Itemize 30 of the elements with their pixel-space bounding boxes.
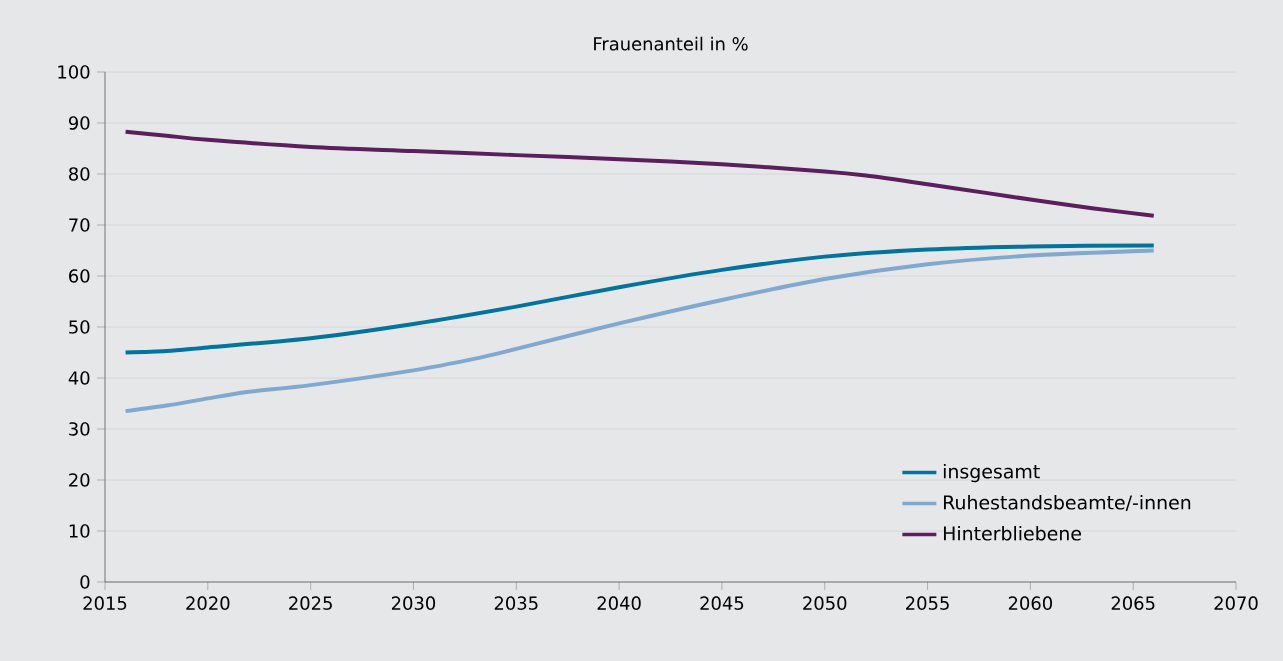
x-tick-label: 2040 <box>597 596 641 610</box>
x-tick-label: 2070 <box>1214 596 1258 610</box>
x-tick-label: 2055 <box>906 596 949 610</box>
x-tick-label: 2035 <box>494 596 538 610</box>
y-tick-label: 20 <box>69 473 90 487</box>
line-series <box>123 129 1156 218</box>
y-tick-label: 60 <box>69 269 90 283</box>
line-series <box>123 248 1156 414</box>
y-tick-label: 40 <box>68 371 90 385</box>
x-tick-label: 2045 <box>700 596 744 610</box>
y-tick-label: 10 <box>69 524 90 538</box>
y-tick-label: 0 <box>80 575 90 589</box>
x-tick-label: 2060 <box>1008 596 1052 610</box>
line-series <box>123 243 1156 355</box>
legend-label: Hinterbliebene <box>943 525 1081 541</box>
x-tick-label: 2065 <box>1111 596 1155 610</box>
legend-label: Ruhestandsbeamte/-innen <box>943 494 1191 512</box>
y-tick-label: 80 <box>69 167 90 181</box>
legend-label: insgesamt <box>943 463 1040 483</box>
y-tick-label: 30 <box>69 422 90 436</box>
y-tick-label: 90 <box>68 116 90 130</box>
chart-title: Frauenanteil in % <box>594 36 748 51</box>
y-tick-label: 70 <box>69 218 90 232</box>
x-tick-label: 2050 <box>803 596 847 610</box>
y-tick-label: 50 <box>69 320 90 334</box>
x-tick-label: 2015 <box>83 596 127 610</box>
x-tick-label: 2030 <box>391 596 436 610</box>
y-tick-label: 100 <box>58 65 90 79</box>
x-tick-label: 2025 <box>289 596 332 610</box>
x-tick-label: 2020 <box>186 596 230 610</box>
